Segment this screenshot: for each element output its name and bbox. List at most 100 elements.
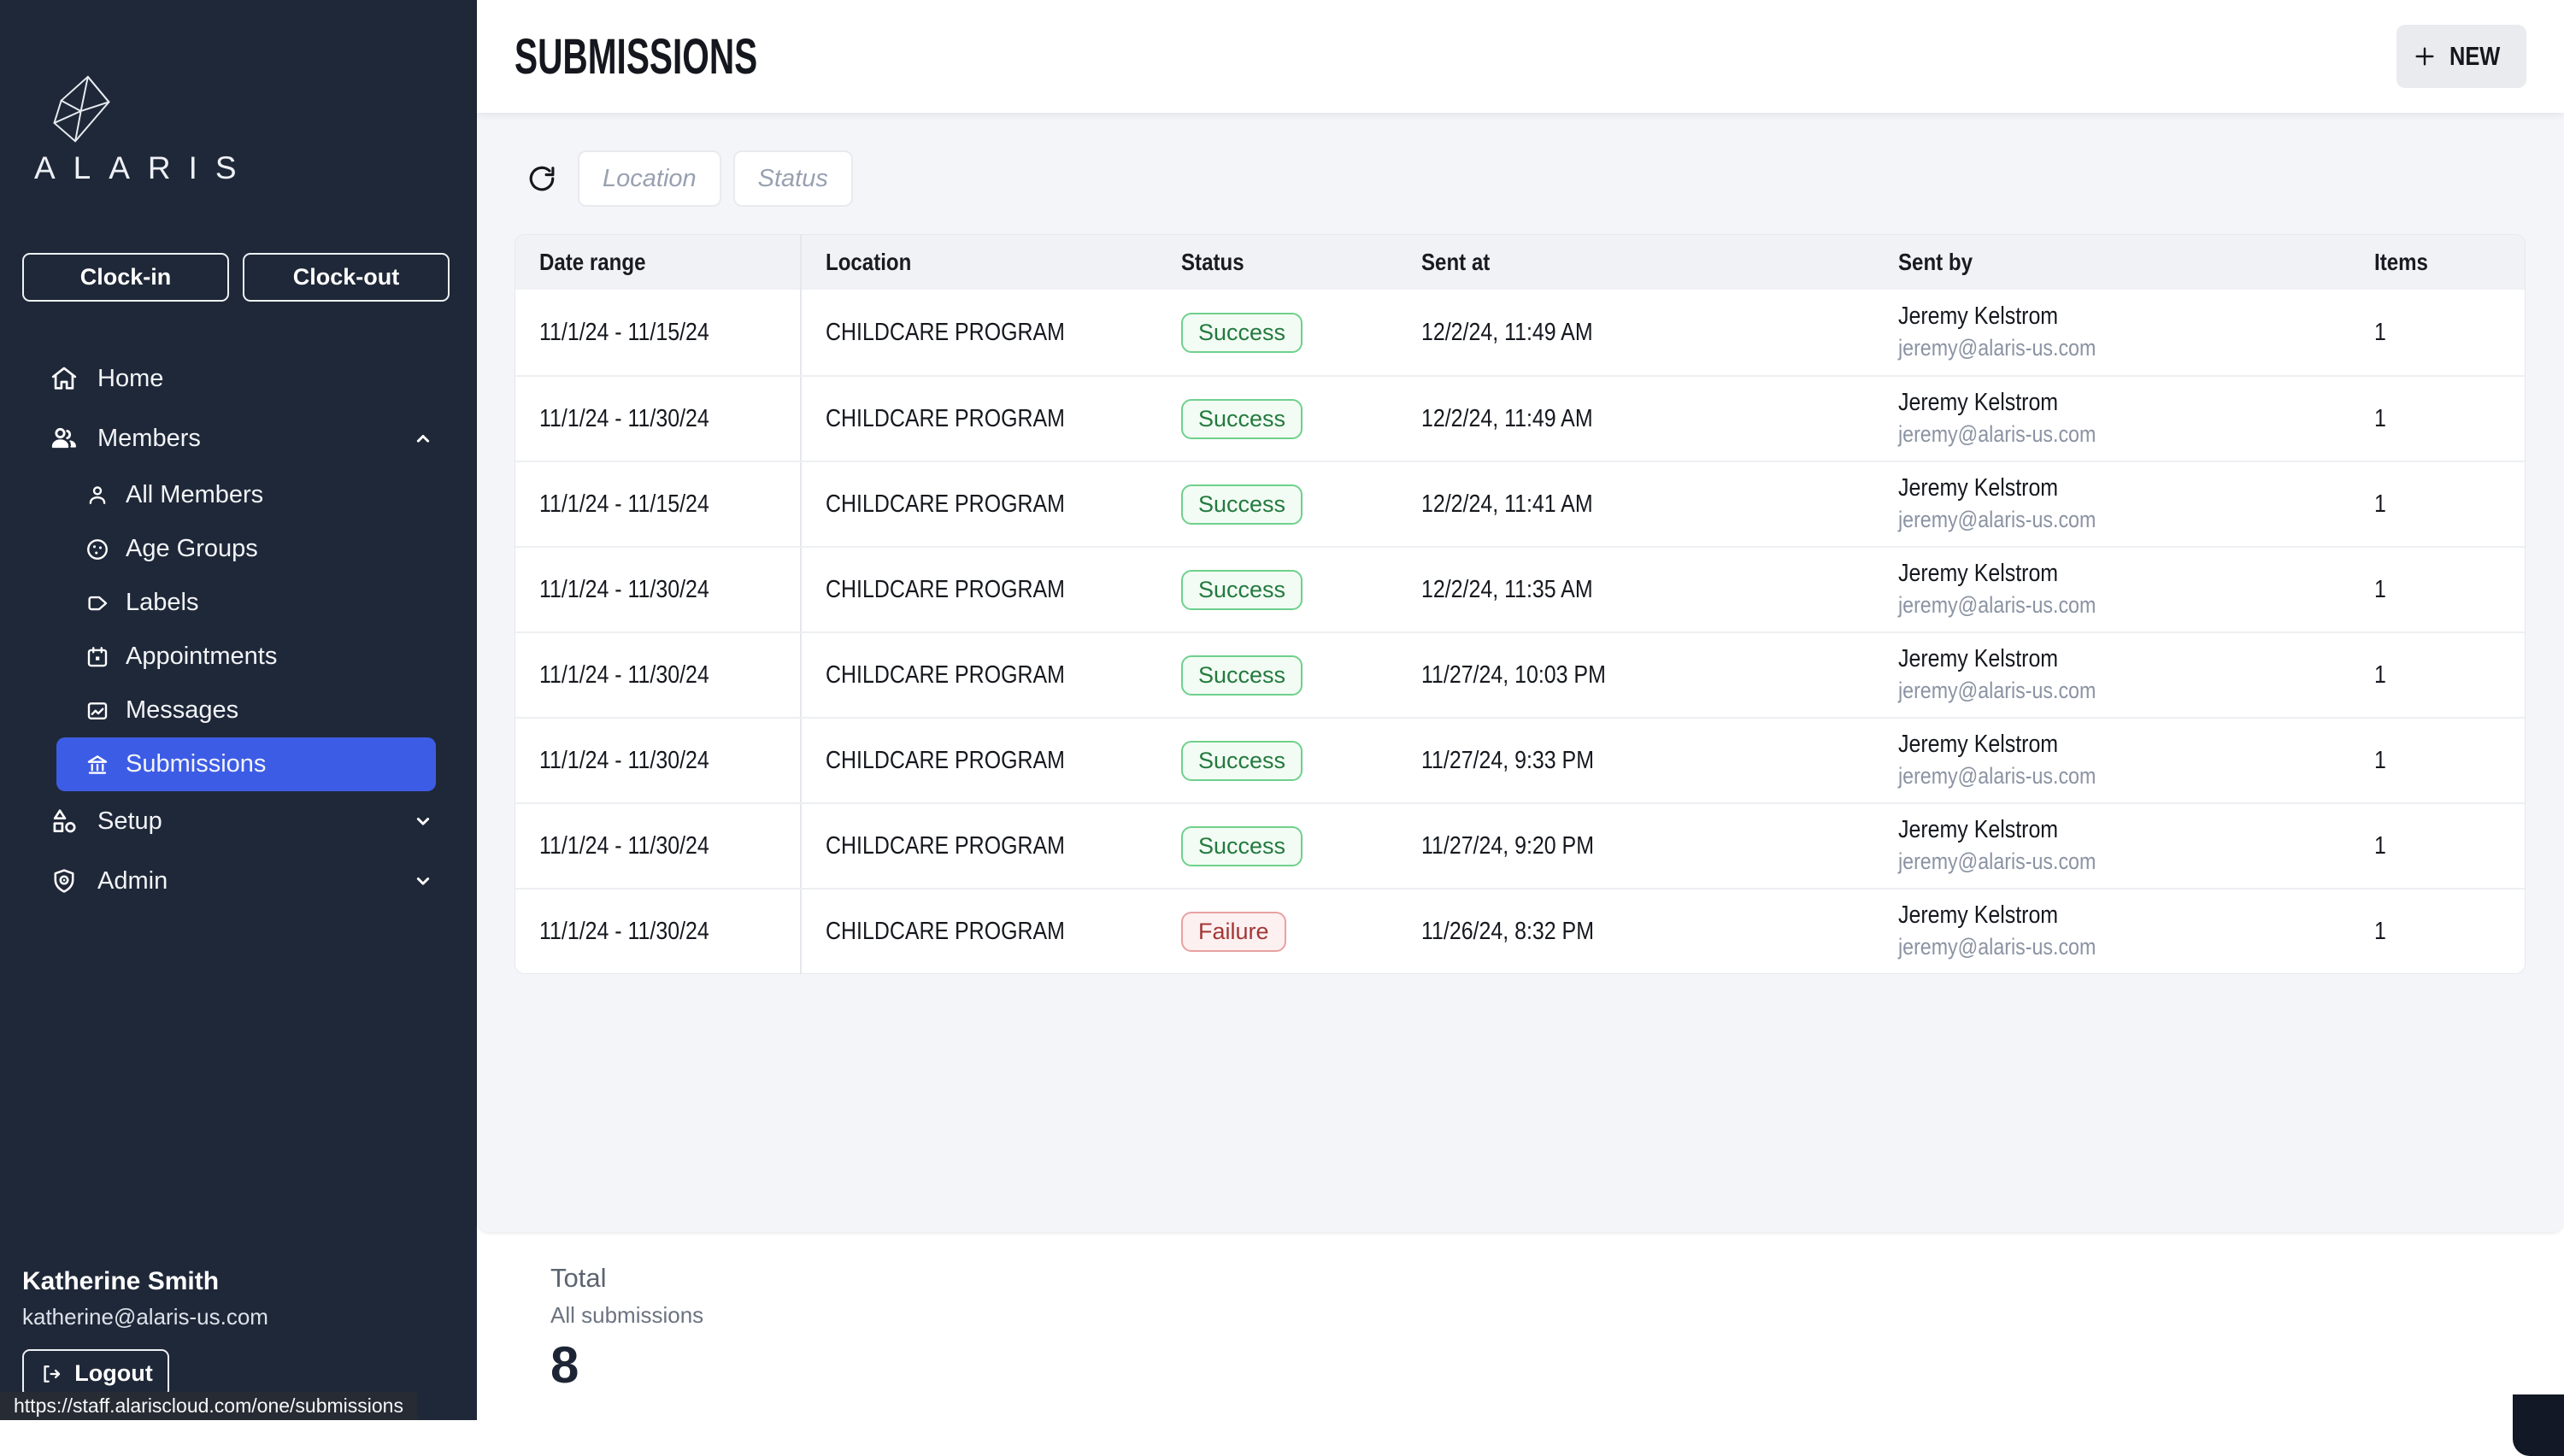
cell-sent-by: Jeremy Kelstrom jeremy@alaris-us.com (1898, 645, 2096, 703)
clock-button-row: Clock-in Clock-out (22, 253, 450, 302)
cell-sent-at: 11/27/24, 9:33 PM (1421, 746, 1594, 774)
chevron-down-icon (410, 868, 436, 894)
clock-in-button[interactable]: Clock-in (22, 253, 229, 302)
sidebar-item-label: Admin (97, 866, 168, 895)
cell-date-range: 11/1/24 - 11/30/24 (515, 548, 802, 631)
cell-location: CHILDCARE PROGRAM (826, 660, 1065, 689)
table-row[interactable]: 11/1/24 - 11/15/24 CHILDCARE PROGRAM Suc… (515, 290, 2525, 375)
filter-location-button[interactable]: Location (578, 150, 721, 207)
messages-icon (84, 698, 111, 724)
home-icon (49, 364, 79, 393)
status-badge: Success (1157, 398, 1397, 439)
column-header-status: Status (1181, 249, 1244, 275)
table-row[interactable]: 11/1/24 - 11/30/24 CHILDCARE PROGRAM Suc… (515, 375, 2525, 461)
sidebar-item-submissions[interactable]: Submissions (56, 737, 436, 791)
cell-location: CHILDCARE PROGRAM (826, 917, 1065, 945)
table-header-row: Date range Location Status Sent at Sent … (515, 235, 2525, 290)
new-button[interactable]: NEW (2396, 25, 2526, 88)
status-badge: Success (1157, 825, 1397, 866)
sidebar-item-label: Appointments (126, 643, 278, 670)
cell-items: 1 (2374, 831, 2386, 860)
cell-location: CHILDCARE PROGRAM (826, 490, 1065, 518)
cell-items: 1 (2374, 490, 2386, 518)
column-header-sent-at: Sent at (1421, 249, 1491, 275)
cell-sent-by: Jeremy Kelstrom jeremy@alaris-us.com (1898, 389, 2096, 447)
cell-items: 1 (2374, 575, 2386, 603)
cell-location: CHILDCARE PROGRAM (826, 575, 1065, 603)
sidebar-nav: Home Members (0, 349, 477, 911)
page-title: SUBMISSIONS (515, 28, 758, 85)
status-badge: Success (1157, 655, 1397, 696)
sidebar-item-appointments[interactable]: Appointments (0, 630, 477, 684)
table-row[interactable]: 11/1/24 - 11/30/24 CHILDCARE PROGRAM Fai… (515, 888, 2525, 973)
user-block: Katherine Smith katherine@alaris-us.com … (22, 1267, 268, 1398)
cell-sent-at: 11/27/24, 10:03 PM (1421, 660, 1606, 689)
shapes-icon (49, 806, 79, 837)
calendar-icon (84, 644, 111, 670)
cell-sent-by: Jeremy Kelstrom jeremy@alaris-us.com (1898, 302, 2096, 361)
sidebar-item-all-members[interactable]: All Members (0, 468, 477, 522)
cell-date-range: 11/1/24 - 11/15/24 (515, 290, 802, 375)
sidebar-item-label: Members (97, 424, 201, 452)
cell-sent-at: 11/27/24, 9:20 PM (1421, 831, 1594, 860)
cell-sent-by: Jeremy Kelstrom jeremy@alaris-us.com (1898, 731, 2096, 789)
sidebar-item-setup[interactable]: Setup (0, 791, 477, 851)
sidebar-item-age-groups[interactable]: Age Groups (0, 522, 477, 576)
bank-icon (84, 752, 111, 778)
total-count: 8 (550, 1336, 579, 1394)
cell-items: 1 (2374, 917, 2386, 945)
refresh-button[interactable] (526, 163, 557, 194)
submissions-table: Date range Location Status Sent at Sent … (515, 234, 2526, 974)
sidebar-item-admin[interactable]: Admin (0, 851, 477, 911)
sidebar: ALARIS Clock-in Clock-out Home (0, 0, 477, 1420)
cell-location: CHILDCARE PROGRAM (826, 746, 1065, 774)
table-row[interactable]: 11/1/24 - 11/15/24 CHILDCARE PROGRAM Suc… (515, 461, 2525, 546)
filter-status-button[interactable]: Status (732, 150, 853, 207)
sidebar-item-label: All Members (126, 481, 264, 508)
cell-items: 1 (2374, 660, 2386, 689)
cell-sent-by: Jeremy Kelstrom jeremy@alaris-us.com (1898, 901, 2096, 960)
cell-date-range: 11/1/24 - 11/30/24 (515, 889, 802, 973)
browser-status-url: https://staff.alariscloud.com/one/submis… (0, 1392, 417, 1420)
user-name: Katherine Smith (22, 1267, 220, 1295)
table-row[interactable]: 11/1/24 - 11/30/24 CHILDCARE PROGRAM Suc… (515, 631, 2525, 717)
table-row[interactable]: 11/1/24 - 11/30/24 CHILDCARE PROGRAM Suc… (515, 546, 2525, 631)
cell-sent-by: Jeremy Kelstrom jeremy@alaris-us.com (1898, 560, 2096, 618)
column-header-date-range: Date range (515, 235, 802, 290)
filter-row: Location Status (515, 113, 2526, 207)
cell-sent-at: 12/2/24, 11:49 AM (1421, 318, 1593, 346)
cell-date-range: 11/1/24 - 11/30/24 (515, 633, 802, 717)
cell-items: 1 (2374, 318, 2386, 346)
sidebar-item-home[interactable]: Home (0, 349, 477, 408)
main-area: SUBMISSIONS NEW Location Status (477, 0, 2564, 1456)
sidebar-item-members[interactable]: Members (0, 408, 477, 468)
status-badge: Success (1157, 569, 1397, 610)
page-header: SUBMISSIONS NEW (477, 0, 2564, 113)
person-icon (84, 483, 111, 508)
sidebar-item-label: Setup (97, 807, 162, 835)
cell-location: CHILDCARE PROGRAM (826, 831, 1065, 860)
cell-date-range: 11/1/24 - 11/30/24 (515, 719, 802, 802)
clock-out-button[interactable]: Clock-out (243, 253, 450, 302)
status-badge: Success (1157, 312, 1397, 353)
sidebar-item-label: Submissions (126, 750, 267, 778)
plus-icon (2411, 43, 2438, 70)
alaris-logo-icon (44, 70, 115, 152)
logout-button[interactable]: Logout (22, 1349, 169, 1398)
sidebar-item-label: Labels (126, 589, 199, 616)
sidebar-item-label: Age Groups (126, 535, 258, 562)
cell-sent-by: Jeremy Kelstrom jeremy@alaris-us.com (1898, 816, 2096, 874)
table-row[interactable]: 11/1/24 - 11/30/24 CHILDCARE PROGRAM Suc… (515, 717, 2525, 802)
sidebar-item-label: Home (97, 364, 164, 392)
cell-sent-at: 12/2/24, 11:41 AM (1421, 490, 1593, 518)
table-row[interactable]: 11/1/24 - 11/30/24 CHILDCARE PROGRAM Suc… (515, 802, 2525, 888)
logout-label: Logout (74, 1360, 153, 1386)
sidebar-item-labels[interactable]: Labels (0, 576, 477, 630)
status-badge: Failure (1157, 911, 1397, 952)
content-panel: Location Status Date range Location Stat… (477, 113, 2564, 1232)
logout-icon (38, 1362, 62, 1386)
cell-sent-by: Jeremy Kelstrom jeremy@alaris-us.com (1898, 474, 2096, 532)
shield-admin-icon (49, 866, 79, 895)
status-badge: Success (1157, 484, 1397, 525)
sidebar-item-messages[interactable]: Messages (0, 684, 477, 737)
